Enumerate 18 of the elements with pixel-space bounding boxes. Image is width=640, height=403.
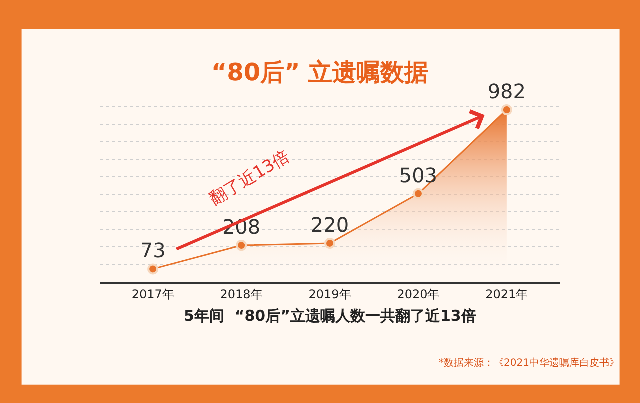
data-label: 73 [140,238,166,263]
annotation: 翻了近13倍 [206,146,294,210]
data-label: 982 [488,79,526,104]
x-tick-label: 2021年 [486,287,528,302]
text: 5年间 “80后”立遗嘱人数一共翻了近13倍 [184,307,476,325]
x-tick-label: 2017年 [132,287,174,302]
x-tick-label: 2019年 [308,287,352,302]
point [236,240,248,252]
x-tick-label: 2018年 [220,287,263,302]
chart-title: “80后” 立遗嘱数据 [211,58,429,86]
data-label: 220 [310,212,350,237]
text: *数据来源：《2021中华遗嘱库白皮书》 [439,357,620,369]
point [412,188,424,200]
point [501,104,512,116]
data-label: 503 [399,163,438,188]
point [324,238,336,249]
x-tick-label: 2020年 [397,287,440,302]
point [148,264,159,275]
